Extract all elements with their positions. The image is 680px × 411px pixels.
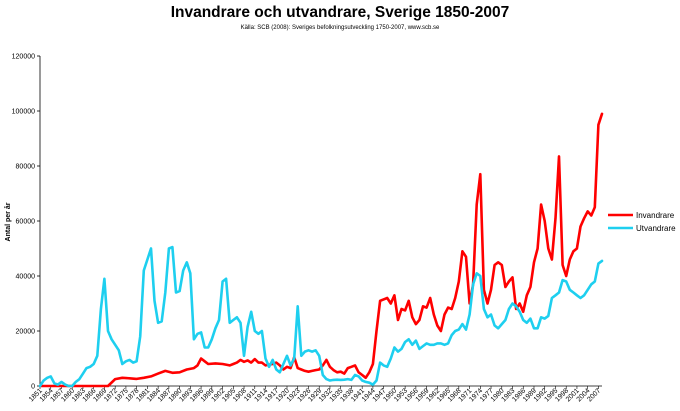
y-axis-label: Antal per år: [4, 202, 12, 241]
y-tick-label: 80000: [16, 164, 36, 171]
chart-subtitle: Källa: SCB (2008): Sveriges befolkningsu…: [240, 25, 440, 31]
legend-label-invandrare: Invandrare: [636, 211, 675, 220]
series-line-invandrare: [38, 112, 604, 388]
y-tick-label: 60000: [16, 219, 36, 226]
series-layer: [38, 112, 604, 388]
y-tick-label: 100000: [12, 109, 35, 116]
series-line-utvandrare: [38, 245, 604, 388]
chart-title: Invandrare och utvandrare, Sverige 1850-…: [170, 4, 510, 21]
axes: 0200004000060000800001000001200001851185…: [12, 54, 603, 404]
y-tick-label: 0: [31, 384, 35, 391]
y-tick-label: 120000: [12, 54, 35, 61]
legend-label-utvandrare: Utvandrare: [636, 224, 676, 233]
y-tick-label: 40000: [16, 274, 36, 281]
y-tick-label: 20000: [16, 329, 36, 336]
legend: Invandrare Utvandrare: [608, 211, 676, 233]
